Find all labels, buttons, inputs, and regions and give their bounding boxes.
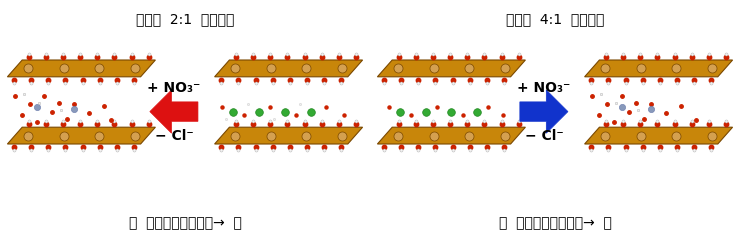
Polygon shape	[585, 127, 733, 144]
Text: − Cl⁻: − Cl⁻	[155, 129, 193, 143]
Text: − Cl⁻: − Cl⁻	[525, 129, 563, 143]
Polygon shape	[149, 90, 198, 133]
Text: 構成比  4:1  高選択性: 構成比 4:1 高選択性	[506, 12, 604, 26]
Polygon shape	[7, 127, 155, 144]
Text: + NO₃⁻: + NO₃⁻	[517, 81, 571, 95]
Text: + NO₃⁻: + NO₃⁻	[147, 81, 201, 95]
Polygon shape	[215, 60, 363, 77]
Polygon shape	[377, 60, 525, 77]
Text: 高  ーイオンの運動性→  低: 高 ーイオンの運動性→ 低	[499, 216, 611, 230]
Polygon shape	[377, 127, 525, 144]
Text: 構成比  2:1  低選択性: 構成比 2:1 低選択性	[136, 12, 234, 26]
Text: 高  ーイオンの運動性→  低: 高 ーイオンの運動性→ 低	[129, 216, 241, 230]
Polygon shape	[520, 90, 568, 133]
Polygon shape	[7, 60, 155, 77]
Polygon shape	[585, 60, 733, 77]
Polygon shape	[215, 127, 363, 144]
